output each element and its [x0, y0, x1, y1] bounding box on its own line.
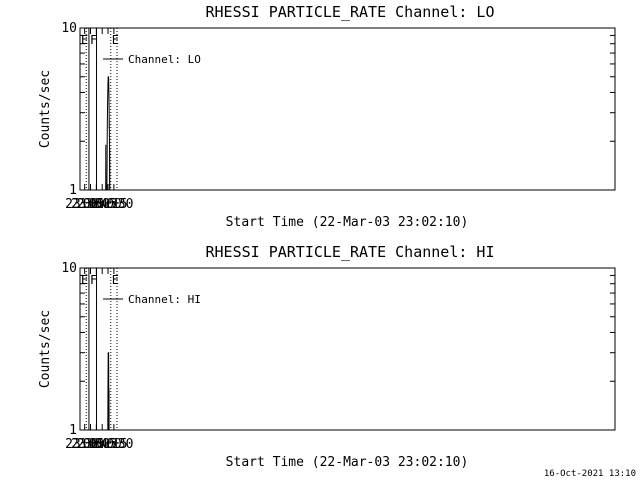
panel-lo-legend-label: Channel: LO [128, 53, 201, 66]
panel-hi-y-tick-label-0: 1 [69, 423, 77, 438]
panel-lo-event-label-2: F [90, 33, 97, 47]
panel-lo-y-ticks: 1 10 [61, 21, 615, 198]
panel-lo-x-tick-label-0: 23:15 [65, 197, 104, 212]
panel-hi-y-axis-label: Counts/sec [38, 310, 53, 388]
panel-hi-y-ticks: 1 10 [61, 261, 615, 438]
panel-hi-event-label-2: F [90, 273, 97, 287]
panel-lo-x-tick-label-1: 23:30 [71, 197, 110, 212]
panel-lo-series-line [105, 76, 111, 191]
panel-hi-series-line [107, 352, 110, 431]
panel-lo-y-axis-label: Counts/sec [38, 70, 53, 148]
panel-lo-event-label-0: E [81, 33, 88, 47]
panel-hi-x-axis-label: Start Time (22-Mar-03 23:02:10) [226, 455, 469, 470]
panel-hi-event-label-0: E [81, 273, 88, 287]
panel-lo-title: RHESSI PARTICLE_RATE Channel: LO [206, 3, 495, 21]
panel-hi-legend-label: Channel: HI [128, 293, 201, 306]
panel-hi-x-tick-label-4: 00:15 [88, 437, 127, 452]
panel-lo-y-tick-label-1: 10 [61, 21, 77, 36]
panel-hi-x-tick-label-2: 23:45 [77, 437, 116, 452]
panel-hi-title: RHESSI PARTICLE_RATE Channel: HI [206, 243, 495, 261]
panel-hi-y-tick-label-1: 10 [61, 261, 77, 276]
panel-hi-x-tick-label-5: 00:30 [94, 437, 133, 452]
panel-hi-x-tick-label-3: 00:00 [83, 437, 122, 452]
panel-hi-x-tick-label-0: 23:15 [65, 437, 104, 452]
panel-hi-event-label-4: E [112, 273, 119, 287]
panel-lo-event-label-4: E [112, 33, 119, 47]
panel-lo-x-tick-label-4: 00:15 [88, 197, 127, 212]
generated-timestamp: 16-Oct-2021 13:10 [544, 469, 636, 479]
panel-lo-x-tick-label-5: 00:30 [94, 197, 133, 212]
panel-hi-x-tick-label-1: 23:30 [71, 437, 110, 452]
panel-lo-x-tick-label-2: 23:45 [77, 197, 116, 212]
panel-lo-x-axis-label: Start Time (22-Mar-03 23:02:10) [226, 215, 469, 230]
panel-lo-x-tick-label-3: 00:00 [83, 197, 122, 212]
panel-lo-y-tick-label-0: 1 [69, 183, 77, 198]
